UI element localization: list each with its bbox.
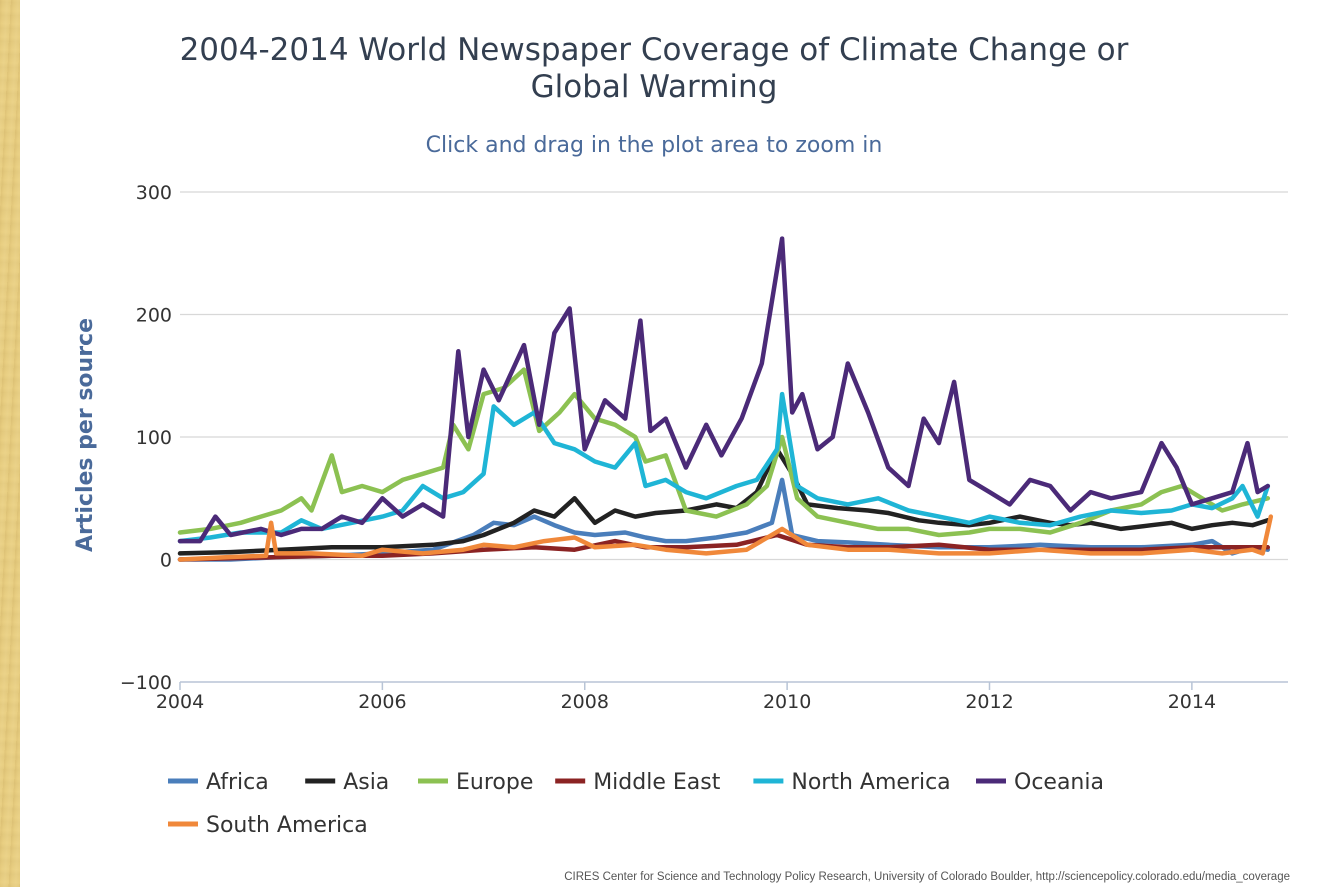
series-line-asia[interactable] [177, 447, 1271, 556]
legend[interactable]: Africa Asia Europe Middle East North America… [168, 770, 1104, 838]
legend-label: Middle East [593, 770, 721, 795]
legend-item-north-america[interactable]: North America [753, 770, 951, 795]
x-tick-label: 2014 [1168, 691, 1216, 713]
chart-credits[interactable]: CIRES Center for Science and Technology … [564, 871, 1290, 883]
legend-item-middle-east[interactable]: Middle East [555, 770, 721, 795]
legend-label: North America [791, 770, 950, 795]
chart-svg[interactable]: 2004-2014 World Newspaper Coverage of Cl… [20, 0, 1318, 887]
chart-title-line-1: 2004-2014 World Newspaper Coverage of Cl… [180, 32, 1129, 68]
y-tick-label: 200 [136, 305, 172, 327]
legend-item-africa[interactable]: Africa [168, 770, 269, 795]
chart-panel: 2004-2014 World Newspaper Coverage of Cl… [20, 0, 1318, 887]
axes: −100 0 100 200 300 2004 2006 2008 2010 2012 2014 [120, 182, 1288, 713]
y-tick-label: 100 [136, 427, 172, 449]
legend-item-asia[interactable]: Asia [305, 770, 389, 795]
x-tick-label: 2008 [561, 691, 609, 713]
chart-subtitle: Click and drag in the plot area to zoom … [426, 133, 883, 158]
series-line-south-america[interactable] [177, 514, 1274, 562]
grid-lines [180, 191, 1288, 561]
legend-item-south-america[interactable]: South America [168, 813, 368, 838]
legend-label: South America [206, 813, 368, 838]
series-lines[interactable] [177, 236, 1274, 562]
x-tick-label: 2004 [156, 691, 204, 713]
x-tick-label: 2010 [763, 691, 811, 713]
legend-label: Asia [343, 770, 389, 795]
series-line-europe[interactable] [177, 367, 1271, 538]
y-axis-title: Articles per source [73, 318, 98, 552]
y-tick-label: 300 [136, 182, 172, 204]
y-tick-label: 0 [160, 550, 172, 572]
x-tick-label: 2012 [965, 691, 1013, 713]
chart-title-line-2: Global Warming [531, 69, 778, 105]
series-line-north-america[interactable] [177, 391, 1271, 544]
legend-label: Africa [206, 770, 269, 795]
legend-item-oceania[interactable]: Oceania [976, 770, 1104, 795]
y-tick-label: −100 [120, 672, 172, 694]
legend-item-europe[interactable]: Europe [418, 770, 533, 795]
legend-label: Oceania [1014, 770, 1104, 795]
x-tick-label: 2006 [358, 691, 406, 713]
series-line-oceania[interactable] [177, 236, 1271, 544]
legend-label: Europe [456, 770, 533, 795]
series-line-middle-east[interactable] [177, 532, 1271, 562]
